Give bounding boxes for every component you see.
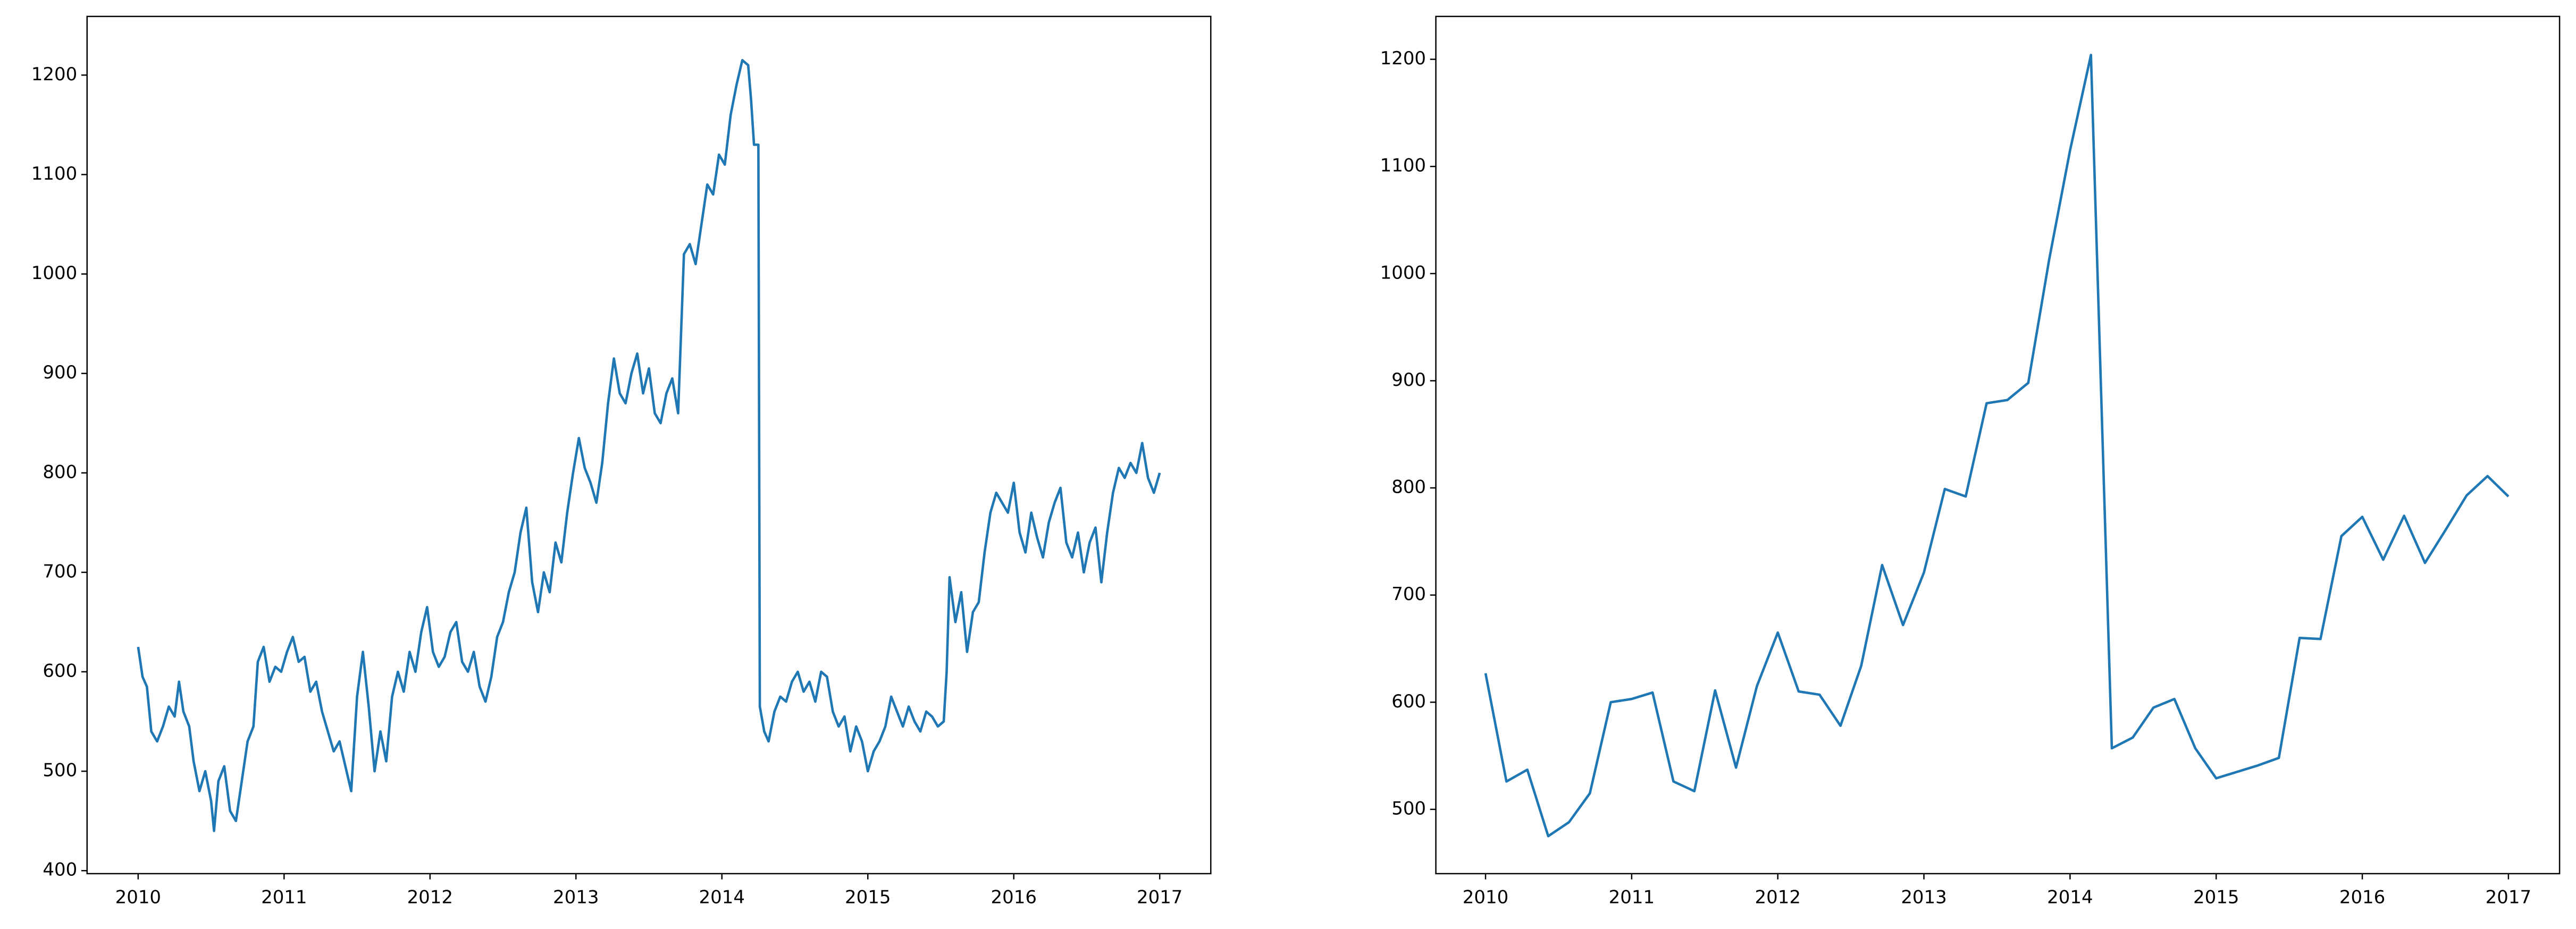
- x-tick-label: 2013: [553, 887, 599, 908]
- y-tick-label: 1000: [1380, 262, 1426, 283]
- x-tick-label: 2011: [261, 887, 307, 908]
- y-tick-label: 500: [1391, 798, 1426, 819]
- x-tick-label: 2017: [1137, 887, 1182, 908]
- y-tick-label: 600: [1391, 691, 1426, 712]
- plot-frame: [1435, 15, 2561, 875]
- x-tick-label: 2017: [2486, 887, 2531, 908]
- y-tick-label: 600: [43, 661, 77, 682]
- data-line: [1484, 54, 2510, 838]
- y-tick-label: 700: [1391, 584, 1426, 605]
- x-tick-label: 2010: [115, 887, 161, 908]
- plot-frame: [86, 15, 1212, 875]
- y-tick-label: 900: [43, 362, 77, 383]
- y-tick-label: 1100: [1380, 155, 1426, 176]
- y-tick-label: 1100: [31, 163, 77, 184]
- x-tick-label: 2013: [1901, 887, 1946, 908]
- x-tick-label: 2011: [1609, 887, 1655, 908]
- x-tick-label: 2016: [991, 887, 1036, 908]
- y-tick-label: 800: [43, 461, 77, 483]
- x-tick-label: 2014: [2047, 887, 2093, 908]
- x-tick-label: 2015: [845, 887, 891, 908]
- y-tick-label: 400: [43, 859, 77, 881]
- x-tick-label: 2014: [699, 887, 745, 908]
- y-tick-label: 800: [1391, 477, 1426, 498]
- x-tick-label: 2012: [407, 887, 453, 908]
- x-tick-label: 2010: [1463, 887, 1508, 908]
- x-tick-label: 2012: [1755, 887, 1800, 908]
- y-tick-label: 500: [43, 760, 77, 781]
- y-tick-label: 1200: [31, 64, 77, 85]
- x-tick-label: 2015: [2193, 887, 2239, 908]
- y-tick-label: 700: [43, 561, 77, 582]
- data-line: [137, 58, 1161, 832]
- y-tick-label: 1000: [31, 263, 77, 284]
- y-tick-label: 900: [1391, 369, 1426, 391]
- x-tick-label: 2016: [2339, 887, 2385, 908]
- y-tick-label: 1200: [1380, 48, 1426, 69]
